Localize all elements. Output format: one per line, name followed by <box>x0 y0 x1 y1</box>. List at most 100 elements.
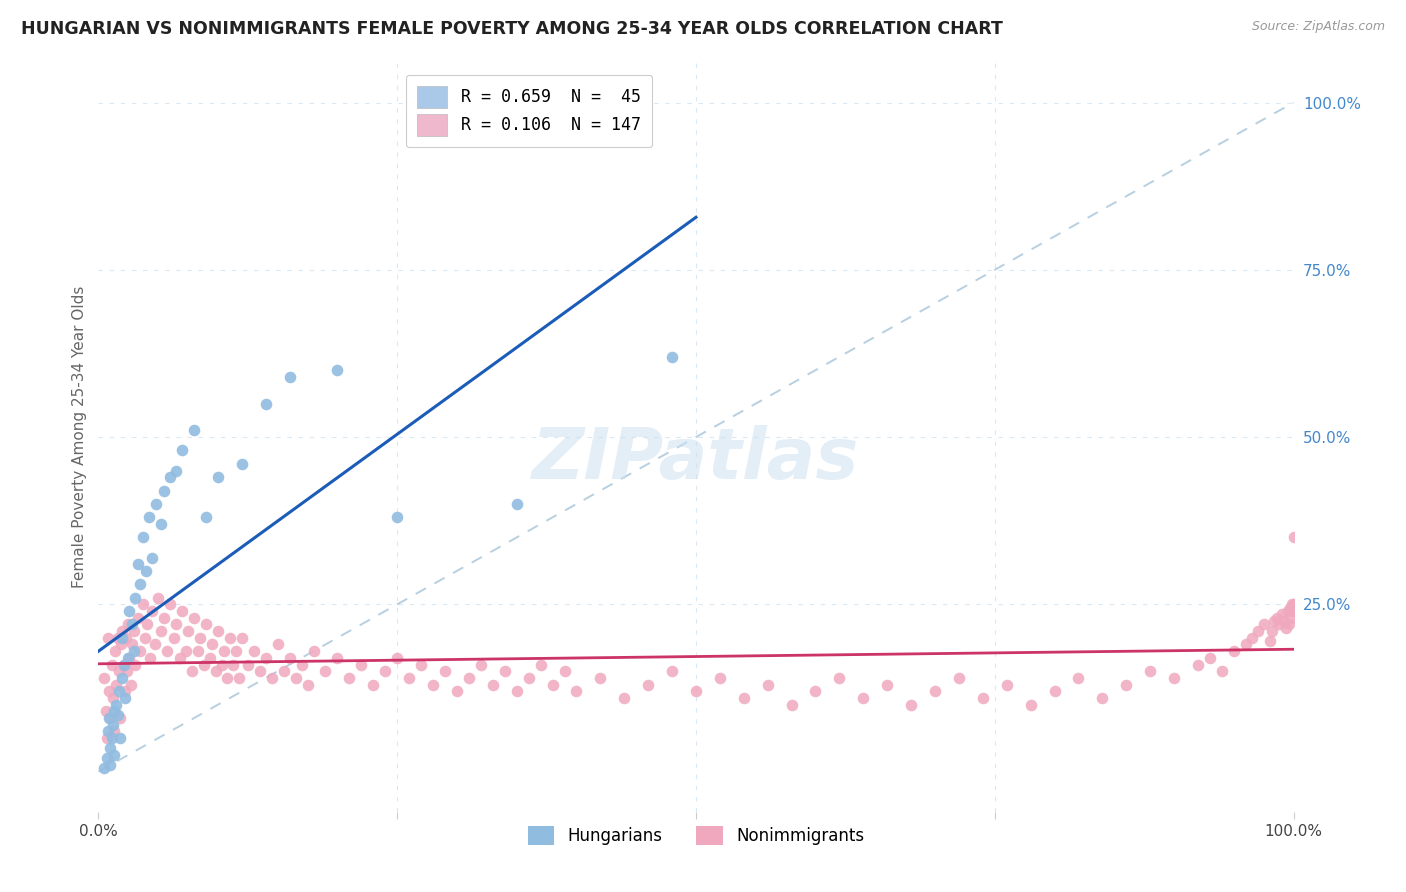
Point <box>278 651 301 665</box>
Point <box>148 591 170 605</box>
Point <box>565 684 588 698</box>
Point <box>530 657 553 672</box>
Point <box>249 664 271 679</box>
Point <box>195 510 218 524</box>
Point <box>1187 657 1209 672</box>
Point <box>470 657 492 672</box>
Point <box>105 698 128 712</box>
Point <box>124 644 146 658</box>
Point <box>108 731 131 746</box>
Point <box>153 611 176 625</box>
Point <box>1253 617 1275 632</box>
Point <box>155 644 177 658</box>
Point <box>900 698 922 712</box>
Point <box>411 657 433 672</box>
Point <box>506 497 529 511</box>
Point <box>172 443 194 458</box>
Point <box>112 657 135 672</box>
Point <box>506 684 529 698</box>
Point <box>217 671 239 685</box>
Point <box>315 664 337 679</box>
Point <box>198 651 221 665</box>
Point <box>115 664 138 679</box>
Y-axis label: Female Poverty Among 25-34 Year Olds: Female Poverty Among 25-34 Year Olds <box>72 286 87 588</box>
Point <box>302 644 325 658</box>
Point <box>195 617 218 632</box>
Text: HUNGARIAN VS NONIMMIGRANTS FEMALE POVERTY AMONG 25-34 YEAR OLDS CORRELATION CHAR: HUNGARIAN VS NONIMMIGRANTS FEMALE POVERT… <box>21 20 1002 37</box>
Point <box>1282 598 1305 612</box>
Point <box>193 657 215 672</box>
Point <box>481 678 505 692</box>
Point <box>661 350 683 364</box>
Point <box>1282 604 1305 618</box>
Point <box>98 684 121 698</box>
Point <box>326 363 349 377</box>
Point <box>207 470 229 484</box>
Point <box>852 690 875 705</box>
Point <box>222 657 245 672</box>
Point <box>1278 617 1301 632</box>
Point <box>1067 671 1090 685</box>
Point <box>103 747 125 762</box>
Point <box>291 657 314 672</box>
Point <box>212 644 235 658</box>
Point <box>101 717 124 731</box>
Point <box>589 671 612 685</box>
Point <box>111 631 134 645</box>
Point <box>180 664 202 679</box>
Point <box>183 611 205 625</box>
Point <box>127 611 149 625</box>
Point <box>1281 598 1303 612</box>
Point <box>107 631 129 645</box>
Point <box>458 671 481 685</box>
Point <box>107 664 129 679</box>
Point <box>98 711 122 725</box>
Point <box>1261 624 1284 639</box>
Legend: Hungarians, Nonimmigrants: Hungarians, Nonimmigrants <box>522 820 870 852</box>
Point <box>374 664 396 679</box>
Point <box>93 761 115 775</box>
Point <box>780 698 803 712</box>
Point <box>118 651 141 665</box>
Point <box>1272 614 1295 628</box>
Point <box>733 690 755 705</box>
Point <box>188 631 211 645</box>
Point <box>127 557 149 572</box>
Point <box>228 671 250 685</box>
Point <box>143 637 166 651</box>
Point <box>284 671 307 685</box>
Point <box>153 483 176 498</box>
Point <box>149 517 172 532</box>
Point <box>1234 637 1257 651</box>
Point <box>756 678 779 692</box>
Point <box>96 731 118 746</box>
Point <box>134 631 156 645</box>
Point <box>172 604 194 618</box>
Point <box>494 664 516 679</box>
Point <box>131 598 153 612</box>
Point <box>141 550 163 565</box>
Point <box>422 678 444 692</box>
Point <box>141 604 163 618</box>
Point <box>1265 611 1288 625</box>
Point <box>243 644 266 658</box>
Point <box>96 751 118 765</box>
Point <box>129 577 152 591</box>
Point <box>541 678 564 692</box>
Point <box>201 637 224 651</box>
Point <box>110 637 132 651</box>
Point <box>121 617 143 632</box>
Point <box>101 690 124 705</box>
Point <box>972 690 994 705</box>
Point <box>107 707 129 722</box>
Point <box>1271 607 1294 622</box>
Point <box>97 724 120 739</box>
Text: Source: ZipAtlas.com: Source: ZipAtlas.com <box>1251 20 1385 33</box>
Point <box>103 724 125 739</box>
Point <box>108 711 131 725</box>
Point <box>231 457 253 471</box>
Point <box>385 510 409 524</box>
Point <box>111 624 134 639</box>
Point <box>98 741 122 756</box>
Point <box>1223 644 1246 658</box>
